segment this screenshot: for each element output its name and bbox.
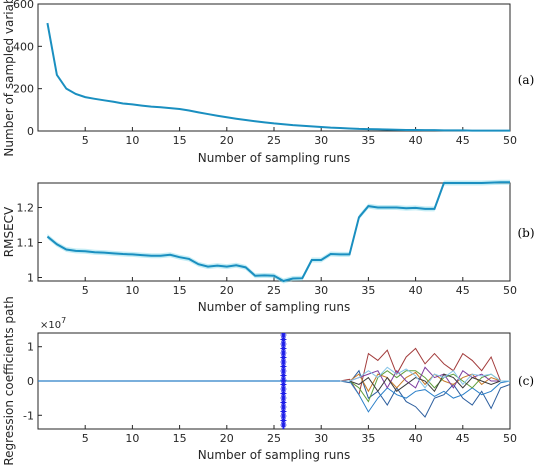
x-tick-label-a: 15 (173, 134, 187, 147)
x-tick-label-a: 40 (409, 134, 423, 147)
x-tick-label-c: 5 (82, 432, 89, 445)
optimal-run-marker (280, 404, 287, 410)
optimal-run-marker (280, 413, 287, 419)
optimal-run-marker (280, 373, 287, 378)
x-tick-label-b: 40 (409, 284, 423, 297)
y-tick-label-a: 400 (13, 40, 34, 53)
x-tick-label-a: 50 (503, 134, 517, 147)
optimal-run-marker (280, 341, 287, 347)
x-tick-label-c: 50 (503, 432, 517, 445)
y-tick-label-b: 1.2 (17, 202, 35, 215)
x-tick-label-a: 25 (267, 134, 281, 147)
optimal-run-marker (280, 355, 287, 360)
sampled-variables-line (46, 22, 510, 132)
x-tick-label-c: 15 (173, 432, 187, 445)
plot-frame-b (37, 182, 511, 282)
y-tick-label-a: 0 (27, 125, 34, 138)
x-tick-label-b: 45 (456, 284, 470, 297)
optimal-run-marker (280, 391, 287, 396)
x-tick-label-a: 30 (314, 134, 328, 147)
y-tick-label-a: 200 (13, 83, 34, 96)
coefficient-path-3 (340, 371, 510, 393)
y-tick-label-c: 1 (27, 341, 34, 354)
coefficient-path-1 (339, 369, 511, 418)
x-tick-label-c: 25 (267, 432, 281, 445)
optimal-run-marker (280, 382, 287, 387)
x-tick-label-c: 30 (314, 432, 328, 445)
coefficient-path-0 (339, 347, 510, 397)
optimal-run-marker (280, 422, 287, 428)
x-tick-label-a: 20 (220, 134, 234, 147)
x-tick-label-a: 45 (456, 134, 470, 147)
ylabel-c: Regression coefficients path (2, 296, 16, 465)
xlabel-b: Number of sampling runs (198, 300, 350, 314)
x-tick-label-b: 20 (220, 284, 234, 297)
rmsecv-band (47, 179, 510, 284)
x-tick-label-b: 25 (267, 284, 281, 297)
x-tick-label-b: 35 (361, 284, 375, 297)
optimal-run-marker (280, 359, 287, 365)
y-tick-label-b: 1 (27, 272, 34, 285)
x-tick-label-c: 35 (361, 432, 375, 445)
x-tick-label-a: 5 (82, 134, 89, 147)
x-tick-label-a: 10 (125, 134, 139, 147)
x-tick-label-b: 5 (82, 284, 89, 297)
coefficient-path-5 (340, 366, 510, 389)
optimal-run-marker (280, 377, 287, 383)
optimal-run-marker (280, 332, 287, 338)
optimal-run-marker (280, 350, 287, 356)
optimal-run-marker (280, 364, 287, 369)
x-tick-label-c: 45 (456, 432, 470, 445)
panel-label-c: (c) (518, 374, 534, 388)
optimal-run-marker (280, 409, 287, 414)
coefficient-path-7 (340, 366, 510, 389)
coefficient-path-6 (340, 373, 510, 393)
panel-b: 5 10 15 20 25 30 35 40 45 50 1 1.1 1.2 Number of sam… (2, 179, 535, 314)
optimal-run-marker (280, 346, 287, 351)
coefficient-path-4 (340, 370, 510, 403)
x-tick-label-c: 40 (409, 432, 423, 445)
x-tick-label-b: 50 (503, 284, 517, 297)
optimal-run-marker (280, 337, 287, 342)
rmsecv-line (46, 181, 510, 283)
y-exponent-c: ×107 (40, 316, 66, 331)
x-tick-label-b: 15 (173, 284, 187, 297)
x-tick-label-c: 20 (220, 432, 234, 445)
x-tick-label-c: 10 (125, 432, 139, 445)
y-tick-label-b: 1.1 (17, 237, 35, 250)
x-tick-label-b: 10 (125, 284, 139, 297)
optimal-run-marker (280, 395, 287, 401)
ylabel-b: RMSECV (2, 206, 16, 257)
x-tick-label-a: 35 (361, 134, 375, 147)
optimal-run-marker (280, 368, 287, 374)
x-tick-label-b: 30 (314, 284, 328, 297)
panel-label-a: (a) (518, 73, 535, 87)
y-tick-label-a: 600 (13, 0, 34, 11)
panel-a: 5 10 15 20 25 30 35 40 45 50 0 200 400 600 Number of … (2, 0, 534, 165)
y-tick-label-c: -1 (23, 409, 34, 422)
xlabel-a: Number of sampling runs (198, 151, 350, 165)
ylabel-a: Number of sampled variables (2, 0, 16, 157)
optimal-run-marker (280, 418, 287, 423)
optimal-run-marker (280, 400, 287, 405)
panel-label-b: (b) (517, 226, 534, 240)
plot-frame-a (37, 3, 511, 132)
y-tick-label-c: 0 (27, 375, 34, 388)
coefficient-path-2 (340, 380, 511, 413)
panel-c: 5 10 15 20 25 30 35 40 45 50 -1 0 1 ×107 Number of s… (2, 296, 534, 465)
optimal-run-marker (280, 386, 287, 392)
xlabel-c: Number of sampling runs (198, 448, 350, 462)
